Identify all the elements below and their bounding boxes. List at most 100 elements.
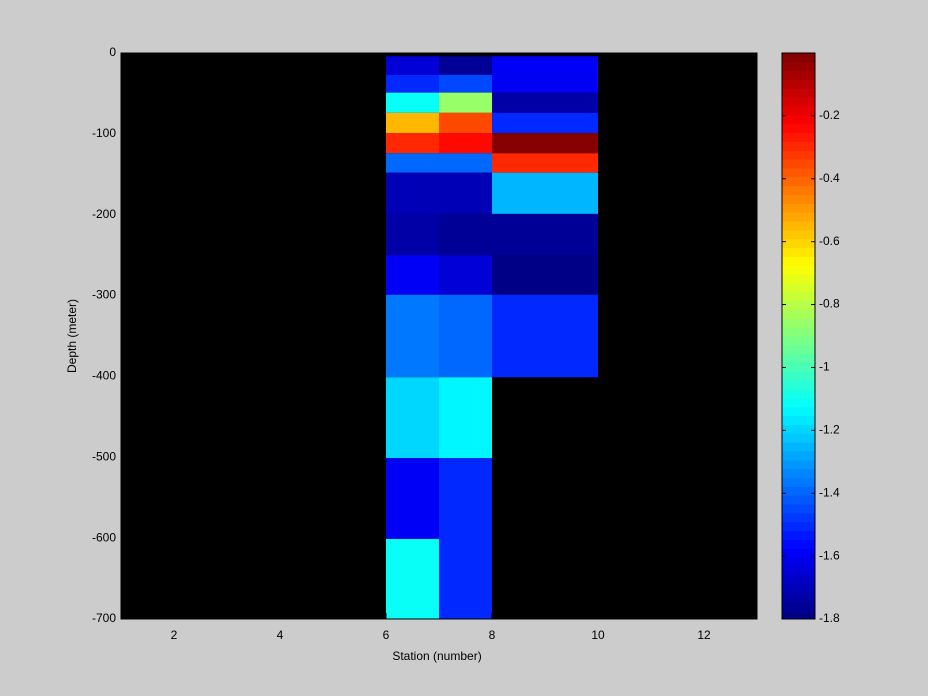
heatmap-cell	[386, 538, 439, 619]
colorbar-segment	[782, 610, 815, 620]
colorbar-tick-label: -0.2	[819, 108, 840, 122]
colorbar-segment	[782, 371, 815, 381]
colorbar-segment	[782, 132, 815, 142]
colorbar-segment	[782, 141, 815, 151]
heatmap-cell	[386, 294, 439, 378]
colorbar-segment	[782, 380, 815, 390]
colorbar-segment	[782, 212, 815, 222]
colorbar-segment	[782, 70, 815, 81]
colorbar-tick-label: -1.4	[819, 485, 840, 499]
heatmap-cell	[439, 458, 492, 619]
heatmap-cell	[386, 172, 439, 214]
colorbar-segment	[782, 159, 815, 169]
colorbar-segment	[782, 512, 815, 523]
colorbar-tick-label: -1	[819, 360, 830, 374]
heatmap-cell	[386, 377, 439, 459]
colorbar-segment	[782, 221, 815, 231]
heatmap-cell	[439, 56, 492, 75]
colorbar-segment	[782, 61, 815, 72]
colorbar-box	[781, 52, 816, 620]
colorbar-segment	[782, 291, 815, 302]
heatmap-cell	[439, 294, 492, 378]
heatmap-cell	[386, 213, 439, 256]
y-tick-label: -700	[92, 611, 116, 625]
heatmap-cell	[386, 74, 439, 93]
colorbar-segment	[782, 344, 815, 355]
colorbar-tick-label: -1.6	[819, 548, 840, 562]
heatmap-cell	[492, 133, 598, 154]
colorbar-segment	[782, 203, 815, 213]
colorbar-segment	[782, 274, 815, 284]
colorbar-segment	[782, 238, 815, 249]
colorbar-segment	[782, 265, 815, 275]
colorbar-segment	[782, 88, 815, 98]
colorbar-segment	[782, 495, 815, 505]
colorbar-tick-label: -1.8	[819, 611, 840, 625]
y-tick-label: -100	[92, 126, 116, 140]
colorbar-segment	[782, 167, 815, 178]
colorbar-segment	[782, 229, 815, 240]
heatmap-cell	[386, 133, 439, 154]
x-tick-label: 10	[591, 628, 605, 642]
heatmap-cell	[439, 74, 492, 93]
heatmap-cell	[439, 112, 492, 134]
colorbar-segment	[782, 114, 815, 125]
heatmap-cell	[492, 112, 598, 134]
heatmap-cell	[386, 153, 439, 173]
x-tick-label: 8	[489, 628, 496, 642]
colorbar-segment	[782, 256, 815, 266]
colorbar-segment	[782, 565, 815, 576]
heatmap-cell	[492, 74, 598, 93]
y-tick-label: -400	[92, 369, 116, 383]
heatmap-cell	[386, 255, 439, 295]
heatmap-cell	[492, 56, 598, 75]
heatmap-cell	[386, 112, 439, 134]
colorbar-segment	[782, 194, 815, 204]
colorbar-segment	[782, 477, 815, 487]
colorbar-segment	[782, 406, 815, 417]
heatmap-cell	[439, 172, 492, 214]
colorbar-segment	[782, 397, 815, 408]
colorbar-tick-label: -0.6	[819, 234, 840, 248]
colorbar-segment	[782, 459, 815, 470]
colorbar-segment	[782, 557, 815, 567]
colorbar-tick-label: -1.2	[819, 423, 840, 437]
heatmap-cell	[492, 294, 598, 378]
colorbar-segment	[782, 592, 815, 602]
heatmap-cell	[439, 133, 492, 154]
colorbar-segment	[782, 424, 815, 434]
colorbar-segment	[782, 327, 815, 337]
colorbar-segment	[782, 300, 815, 310]
x-tick-label: 4	[277, 628, 284, 642]
colorbar-segment	[782, 530, 815, 540]
colorbar-segment	[782, 389, 815, 399]
heatmap-cell	[386, 56, 439, 75]
y-axis-label: Depth (meter)	[65, 299, 79, 373]
y-tick-label: -500	[92, 449, 116, 463]
axes-box	[120, 52, 758, 620]
heatmap-cell	[492, 172, 598, 214]
heatmap-cell	[439, 92, 492, 113]
x-axis-label: Station (number)	[392, 649, 481, 663]
colorbar-segment	[782, 468, 815, 478]
colorbar-segment	[782, 247, 815, 257]
heatmap-cell	[439, 213, 492, 256]
colorbar-tick-label: -0.4	[819, 171, 840, 185]
colorbar-segment	[782, 123, 815, 134]
colorbar-segment	[782, 521, 815, 532]
colorbar-segment	[782, 318, 815, 328]
colorbar-segment	[782, 450, 815, 461]
colorbar-segment	[782, 601, 815, 611]
y-tick-label: -600	[92, 530, 116, 544]
colorbar-segment	[782, 185, 815, 195]
colorbar-segment	[782, 442, 815, 452]
colorbar-segment	[782, 53, 815, 63]
colorbar-segment	[782, 353, 815, 364]
colorbar-segment	[782, 79, 815, 89]
colorbar-segment	[782, 583, 815, 593]
colorbar-segment	[782, 415, 815, 425]
colorbar-segment	[782, 106, 815, 116]
heatmap-cell	[386, 458, 439, 539]
x-tick-label: 2	[171, 628, 178, 642]
